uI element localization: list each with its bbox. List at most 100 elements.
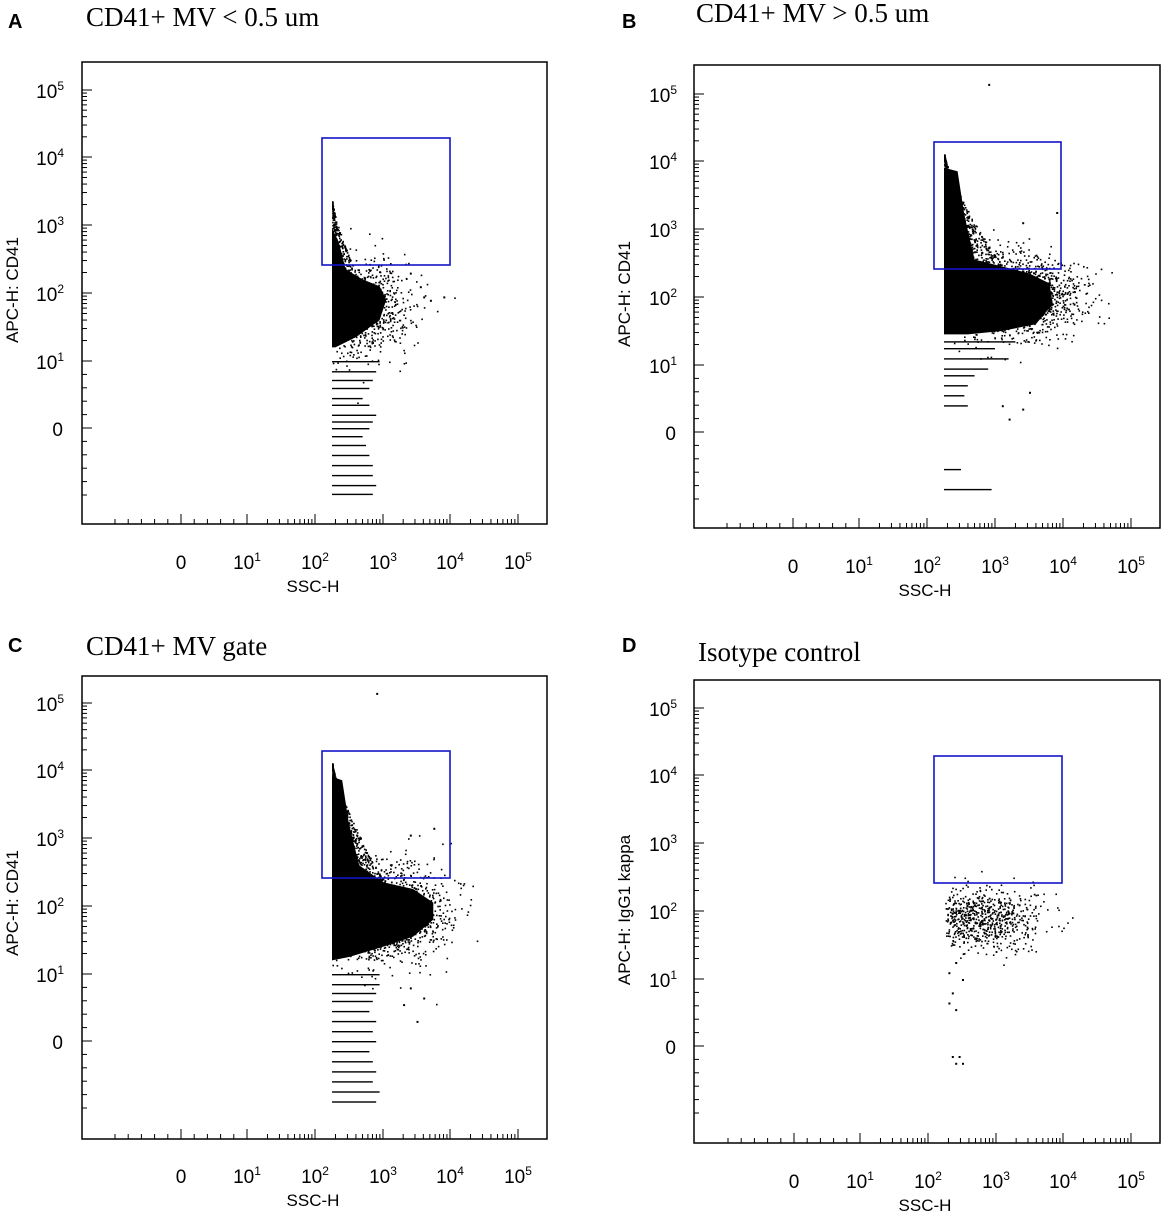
data-point xyxy=(956,237,958,240)
data-point xyxy=(365,916,368,918)
panel-b-gate[interactable] xyxy=(933,141,1062,270)
data-point xyxy=(354,311,357,313)
data-point xyxy=(343,934,346,936)
data-point xyxy=(399,909,402,912)
data-point xyxy=(339,357,341,359)
data-point xyxy=(949,175,951,178)
data-point xyxy=(346,258,348,260)
data-point-band xyxy=(332,361,380,363)
data-point xyxy=(1021,311,1024,313)
data-point xyxy=(964,253,966,256)
data-point xyxy=(408,913,410,916)
data-point xyxy=(956,209,958,211)
data-point xyxy=(975,304,978,306)
data-point xyxy=(360,273,362,276)
data-point xyxy=(976,243,979,246)
data-point xyxy=(946,189,948,192)
data-point xyxy=(1034,298,1036,300)
data-point xyxy=(969,299,972,302)
data-point xyxy=(393,305,396,307)
data-point xyxy=(1037,278,1040,281)
data-point xyxy=(472,885,474,888)
data-point xyxy=(1006,318,1008,321)
data-point xyxy=(373,913,375,916)
data-point xyxy=(366,290,369,293)
data-point xyxy=(997,253,1000,256)
data-point xyxy=(969,272,972,275)
data-point xyxy=(974,336,976,339)
data-point xyxy=(387,300,390,303)
data-point xyxy=(443,897,445,900)
data-point xyxy=(944,222,947,224)
data-point xyxy=(956,218,958,221)
data-point xyxy=(990,257,993,259)
data-point xyxy=(343,916,345,918)
data-point xyxy=(962,206,965,209)
data-point xyxy=(979,269,982,272)
data-point xyxy=(1025,285,1027,288)
data-point xyxy=(993,310,995,313)
data-point xyxy=(1021,279,1023,282)
data-point xyxy=(1071,313,1073,315)
data-point xyxy=(339,314,341,316)
data-point xyxy=(340,254,343,256)
data-point xyxy=(398,945,401,947)
data-point xyxy=(370,901,372,904)
data-point xyxy=(971,323,974,326)
data-point xyxy=(396,321,399,323)
data-point xyxy=(960,238,962,241)
data-point xyxy=(945,317,948,320)
data-point xyxy=(985,258,987,260)
data-point xyxy=(336,319,339,321)
data-point xyxy=(1052,312,1054,315)
data-point xyxy=(334,257,337,259)
data-point xyxy=(389,892,391,894)
data-point xyxy=(345,896,348,898)
data-point xyxy=(372,867,375,870)
data-point xyxy=(1006,261,1009,263)
data-point xyxy=(948,197,951,199)
data-point xyxy=(355,276,357,279)
data-point xyxy=(348,298,350,300)
data-point xyxy=(356,924,359,926)
data-point xyxy=(1066,318,1069,321)
data-point xyxy=(1063,264,1066,267)
data-point xyxy=(1060,311,1062,313)
data-point xyxy=(968,246,970,249)
data-point xyxy=(364,317,366,319)
data-point xyxy=(357,345,360,347)
data-point xyxy=(371,303,373,305)
data-point xyxy=(1022,270,1024,273)
data-point xyxy=(352,926,354,929)
data-point xyxy=(385,897,387,900)
data-point xyxy=(1008,274,1010,276)
data-point xyxy=(403,907,405,910)
data-point xyxy=(998,267,1001,269)
data-point xyxy=(1044,290,1046,293)
data-point xyxy=(396,303,399,305)
data-point xyxy=(1007,281,1010,283)
data-point xyxy=(411,293,413,296)
data-point xyxy=(986,299,989,302)
data-point xyxy=(379,346,382,348)
data-point xyxy=(333,219,336,221)
data-point xyxy=(964,240,967,243)
data-point xyxy=(991,283,994,285)
data-point xyxy=(1010,306,1012,308)
data-point xyxy=(949,178,952,180)
data-point xyxy=(965,264,967,267)
data-point xyxy=(1040,286,1042,288)
data-point xyxy=(980,339,983,341)
data-point xyxy=(378,284,380,287)
panel-a-y-tick-2: 102 xyxy=(36,282,64,306)
data-point xyxy=(952,183,954,186)
data-point xyxy=(983,287,985,290)
data-point xyxy=(953,259,956,262)
data-point xyxy=(1012,300,1014,303)
data-point xyxy=(374,290,377,293)
data-point xyxy=(950,187,953,190)
data-point xyxy=(342,305,345,308)
data-point xyxy=(1018,312,1020,315)
data-point xyxy=(424,910,427,913)
panel-a-gate[interactable] xyxy=(321,137,451,266)
